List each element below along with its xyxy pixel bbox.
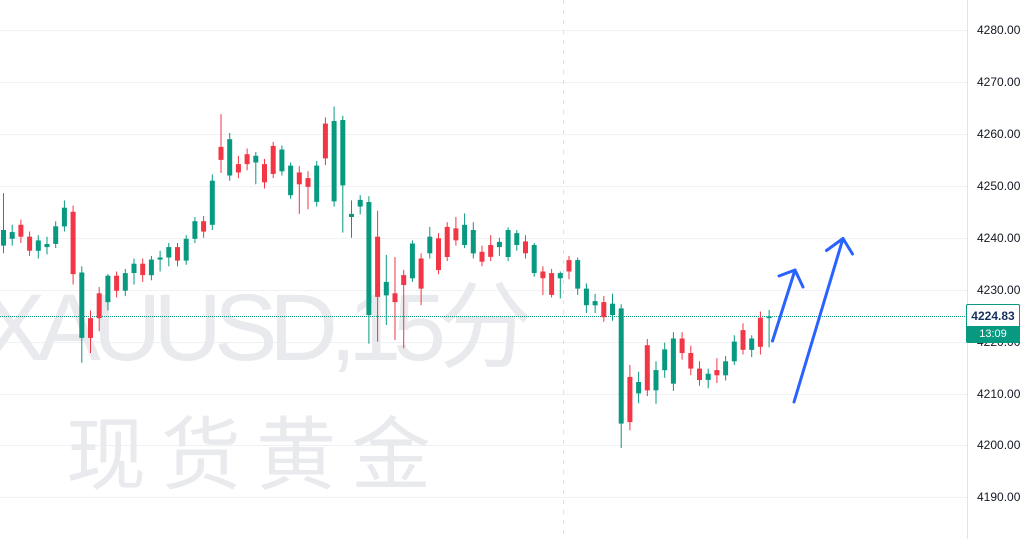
watermark-instrument-name: 现货黄金 (66, 411, 446, 500)
candle-countdown-time: 13:09 (966, 325, 1020, 343)
up-trend-arrow[interactable] (792, 237, 854, 404)
price-axis-label: 4250.00 (977, 178, 1020, 193)
current-price-dotted-line (0, 315, 967, 317)
price-axis-label: 4280.00 (977, 23, 1020, 38)
price-axis-label: 4260.00 (977, 127, 1020, 141)
price-axis[interactable]: 4280.00 4270.00 4260.00 4250.00 4240.00 4230.… (967, 0, 1020, 539)
watermark-symbol-interval: XAUUSD,15分 (0, 275, 533, 381)
gridline-horizontal (0, 393, 967, 395)
price-axis-label: 4230.00 (977, 282, 1020, 297)
gridline-horizontal (0, 134, 967, 135)
session-divider-line (563, 0, 564, 539)
price-axis-label: 4240.00 (977, 230, 1020, 245)
price-axis-label: 4200.00 (977, 438, 1020, 453)
price-axis-label: 4270.00 (977, 75, 1020, 90)
gridline-horizontal (0, 289, 967, 291)
price-axis-label: 4190.00 (977, 490, 1020, 505)
price-axis-label: 4210.00 (977, 386, 1020, 401)
gridline-horizontal (0, 341, 967, 343)
gridline-horizontal (0, 497, 967, 499)
gridline-horizontal (0, 82, 967, 84)
gridline-horizontal (0, 30, 967, 32)
gridline-horizontal (0, 445, 967, 447)
trend-arrow-drawings[interactable] (771, 237, 854, 404)
last-price-badge: 4224.83 13:09 (966, 303, 1020, 343)
gridline-horizontal (0, 185, 967, 187)
up-trend-arrow[interactable] (771, 268, 805, 343)
last-price-value: 4224.83 (966, 303, 1020, 326)
gridline-horizontal (0, 237, 967, 239)
